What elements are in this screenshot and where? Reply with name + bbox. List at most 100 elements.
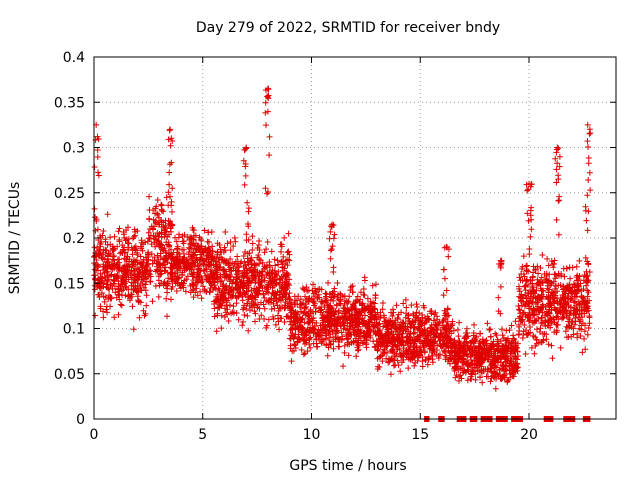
data-point	[228, 268, 235, 275]
data-point	[103, 306, 110, 313]
data-point	[302, 293, 309, 300]
data-point	[524, 187, 531, 194]
data-point	[279, 279, 286, 286]
data-point	[287, 342, 294, 349]
data-point	[164, 259, 171, 266]
y-tick-label: 0.3	[63, 141, 85, 157]
data-point	[268, 306, 275, 313]
data-point	[152, 219, 159, 226]
data-point	[253, 286, 260, 293]
data-point	[278, 258, 285, 265]
data-point	[222, 229, 229, 236]
data-point	[367, 327, 374, 334]
data-point	[296, 335, 303, 342]
data-point	[528, 280, 535, 287]
data-point	[246, 275, 253, 282]
data-point	[515, 331, 522, 338]
data-point	[307, 344, 314, 351]
data-point	[221, 313, 228, 320]
data-point	[526, 251, 533, 258]
data-point	[164, 280, 171, 287]
data-point	[548, 342, 555, 349]
y-tick-label: 0.4	[63, 50, 85, 66]
data-point	[237, 284, 244, 291]
data-point	[168, 198, 175, 205]
data-point	[371, 300, 378, 307]
data-point	[150, 207, 157, 214]
data-point	[248, 254, 255, 261]
data-point	[354, 347, 361, 354]
data-point	[341, 322, 348, 329]
data-point	[281, 283, 288, 290]
data-point	[325, 319, 332, 326]
data-point	[116, 238, 123, 245]
data-point	[98, 254, 105, 261]
data-point	[95, 169, 102, 176]
data-point	[584, 331, 591, 338]
data-point	[327, 341, 334, 348]
data-point	[148, 250, 155, 257]
data-point	[362, 322, 369, 329]
data-point	[114, 263, 121, 270]
data-point	[172, 271, 179, 278]
data-point	[277, 315, 284, 322]
data-point	[585, 289, 592, 296]
data-point	[262, 185, 269, 192]
data-point	[108, 282, 115, 289]
data-point	[266, 133, 273, 140]
data-point	[161, 278, 168, 285]
data-point	[493, 332, 500, 339]
y-tick-label: 0.05	[54, 367, 85, 383]
data-point	[492, 330, 499, 337]
data-point	[330, 345, 337, 352]
data-point	[130, 233, 137, 240]
data-point	[295, 331, 302, 338]
data-point	[318, 332, 325, 339]
x-tick-label: 15	[411, 427, 429, 443]
data-point	[177, 253, 184, 260]
data-point	[91, 266, 98, 273]
data-point	[555, 172, 562, 179]
data-point	[288, 314, 295, 321]
data-point	[108, 272, 115, 279]
data-point	[165, 275, 172, 282]
data-point	[139, 280, 146, 287]
data-point	[94, 276, 101, 283]
data-point	[258, 278, 265, 285]
data-point	[175, 274, 182, 281]
data-point	[146, 235, 153, 242]
data-point	[553, 216, 560, 223]
y-tick-label: 0.1	[63, 322, 85, 338]
data-point	[557, 344, 564, 351]
y-axis-label: SRMTID / TECUs	[7, 182, 23, 295]
data-point	[279, 267, 286, 274]
data-point	[330, 338, 337, 345]
data-point	[340, 319, 347, 326]
data-point	[239, 291, 246, 298]
data-point	[361, 274, 368, 281]
data-point	[219, 283, 226, 290]
data-point	[198, 261, 205, 268]
data-point	[188, 240, 195, 247]
data-point	[218, 312, 225, 319]
data-point	[199, 248, 206, 255]
data-point	[345, 352, 352, 359]
data-point	[225, 262, 232, 269]
data-point	[196, 257, 203, 264]
data-point	[310, 340, 317, 347]
data-point	[464, 377, 471, 384]
data-point	[100, 293, 107, 300]
data-point	[483, 373, 490, 380]
data-point	[146, 216, 153, 223]
data-point	[281, 318, 288, 325]
y-tick-label: 0.2	[63, 231, 85, 247]
data-point	[92, 250, 99, 257]
data-point	[264, 239, 271, 246]
data-point	[235, 290, 242, 297]
data-point	[454, 326, 461, 333]
data-point	[163, 313, 170, 320]
data-point	[211, 313, 218, 320]
data-point	[91, 205, 98, 212]
data-point	[152, 283, 159, 290]
data-point	[583, 282, 590, 289]
